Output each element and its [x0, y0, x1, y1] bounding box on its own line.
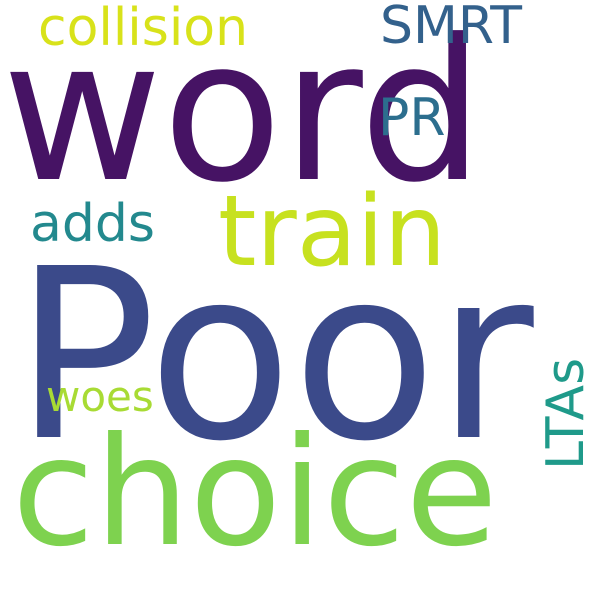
word-ltas: LTAs: [536, 357, 596, 470]
word-pr: PR: [378, 88, 446, 148]
word-train: train: [218, 175, 447, 289]
word-smrt: SMRT: [380, 0, 522, 56]
word-collision: collision: [38, 0, 249, 58]
word-woes: woes: [46, 372, 154, 421]
word-word: word: [2, 0, 484, 226]
word-choice: choice: [12, 406, 498, 580]
word-poor: Poor: [14, 218, 534, 493]
word-adds: adds: [30, 194, 155, 254]
